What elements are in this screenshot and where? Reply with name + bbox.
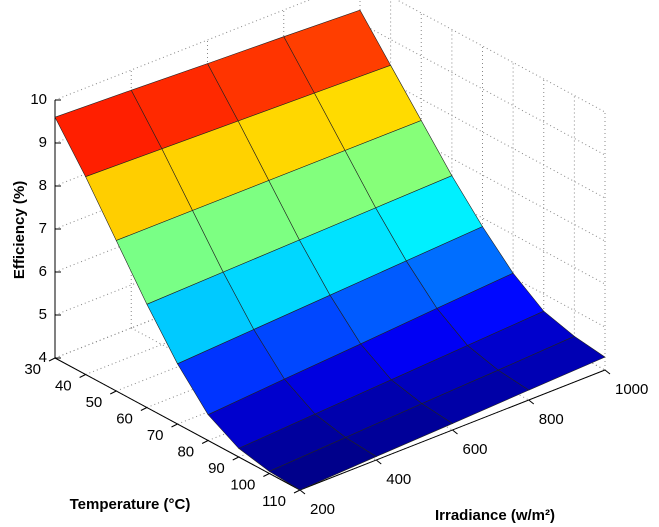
- x-tick-label: 40: [55, 377, 72, 394]
- z-tick-label: 4: [39, 349, 47, 366]
- z-tick-label: 6: [39, 263, 47, 280]
- x-tick: [232, 456, 239, 461]
- x-tick: [140, 407, 148, 411]
- z-tick-label: 9: [39, 134, 47, 151]
- x-tick: [110, 390, 117, 395]
- x-tick-label: 100: [230, 476, 255, 493]
- x-tick-label: 50: [86, 394, 103, 411]
- y-tick: [452, 429, 458, 435]
- x-tick: [263, 473, 270, 477]
- y-axis-label: Irradiance (w/m²): [435, 507, 555, 524]
- y-tick-label: 400: [386, 471, 411, 488]
- x-tick-label: 110: [262, 493, 286, 510]
- surface-cell: [268, 437, 377, 491]
- z-axis-label: Efficiency (%): [11, 181, 28, 279]
- y-tick-label: 800: [539, 411, 564, 428]
- y-tick: [375, 459, 382, 465]
- x-tick: [293, 489, 301, 494]
- x-tick-label: 60: [116, 410, 133, 427]
- z-tick-label: 7: [39, 220, 47, 237]
- x-axis-label: Temperature (°C): [70, 496, 191, 513]
- y-tick: [528, 399, 535, 405]
- z-tick-label: 10: [30, 91, 47, 108]
- x-tick: [171, 423, 178, 428]
- y-tick-label: 1000: [615, 381, 648, 398]
- x-tick-label: 90: [208, 460, 225, 477]
- x-tick: [201, 440, 209, 444]
- x-tick: [48, 357, 56, 362]
- y-tick-label: 200: [310, 501, 335, 518]
- y-tick-label: 600: [463, 441, 488, 458]
- y-tick: [299, 489, 306, 495]
- z-tick-label: 5: [39, 306, 47, 323]
- x-tick-label: 80: [177, 443, 194, 460]
- x-tick: [79, 374, 86, 378]
- x-tick-label: 70: [147, 427, 164, 444]
- y-tick: [604, 369, 611, 375]
- z-tick-label: 8: [39, 177, 47, 194]
- x-tick-label: 30: [24, 361, 41, 378]
